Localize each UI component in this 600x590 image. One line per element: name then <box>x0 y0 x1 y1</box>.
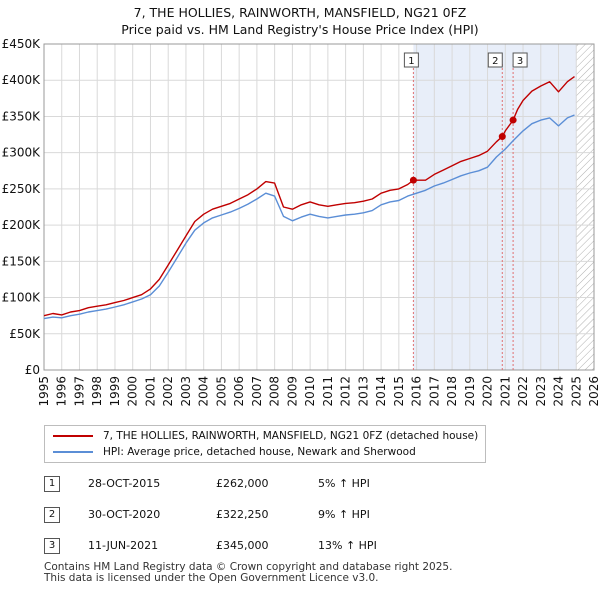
x-tick-label: 2018 <box>445 376 459 407</box>
transaction-price: £345,000 <box>216 539 269 552</box>
x-tick-label: 1999 <box>108 376 122 407</box>
y-tick-label: £200K <box>2 218 42 232</box>
sale-point <box>409 176 417 184</box>
ownership-shade <box>413 44 577 370</box>
y-tick-label: £350K <box>2 109 42 123</box>
sale-label-box <box>487 52 503 68</box>
legend-label-property: 7, THE HOLLIES, RAINWORTH, MANSFIELD, NG… <box>103 430 479 442</box>
footer-attribution: Contains HM Land Registry data © Crown c… <box>44 562 452 584</box>
x-tick-label: 2022 <box>516 376 530 407</box>
x-tick-label: 2001 <box>143 376 157 407</box>
y-tick-label: £0 <box>25 363 40 377</box>
x-tick-label: 2008 <box>268 376 282 407</box>
sale-point <box>509 116 517 124</box>
transaction-date: 30-OCT-2020 <box>88 508 161 521</box>
transaction-row: 3 11-JUN-2021 £345,000 13% ↑ HPI <box>44 538 464 554</box>
transaction-number-badge: 2 <box>44 507 60 523</box>
y-tick-label: £100K <box>2 291 42 305</box>
future-hatch <box>576 44 594 370</box>
legend: 7, THE HOLLIES, RAINWORTH, MANSFIELD, NG… <box>44 425 486 463</box>
x-tick-label: 2015 <box>392 376 406 407</box>
x-tick-label: 2017 <box>427 376 441 407</box>
x-tick-label: 2020 <box>481 376 495 407</box>
sale-point <box>498 133 506 141</box>
y-tick-label: £450K <box>2 37 42 51</box>
y-tick-label: £300K <box>2 146 42 160</box>
legend-item-hpi: HPI: Average price, detached house, Newa… <box>53 444 416 460</box>
x-tick-label: 2023 <box>534 376 548 407</box>
transaction-number-badge: 1 <box>44 476 60 492</box>
x-tick-label: 2009 <box>285 376 299 407</box>
transaction-price: £262,000 <box>216 477 269 490</box>
legend-swatch-hpi <box>53 451 93 453</box>
transaction-number-badge: 3 <box>44 538 60 554</box>
transaction-hpi-change: 5% ↑ HPI <box>318 477 370 490</box>
x-tick-label: 1995 <box>37 376 51 407</box>
transaction-hpi-change: 9% ↑ HPI <box>318 508 370 521</box>
x-tick-label: 2010 <box>303 376 317 407</box>
legend-swatch-property <box>53 435 93 437</box>
x-tick-label: 2014 <box>374 376 388 407</box>
transaction-row: 1 28-OCT-2015 £262,000 5% ↑ HPI <box>44 476 464 492</box>
x-tick-label: 2005 <box>214 376 228 407</box>
transaction-price: £322,250 <box>216 508 269 521</box>
x-tick-label: 1996 <box>55 376 69 407</box>
sale-label: 2 <box>492 56 498 67</box>
title-subtitle: Price paid vs. HM Land Registry's House … <box>121 22 479 37</box>
footer-copyright: Contains HM Land Registry data © Crown c… <box>44 561 453 573</box>
x-tick-label: 2012 <box>339 376 353 407</box>
x-tick-label: 2024 <box>552 376 566 407</box>
transaction-hpi-change: 13% ↑ HPI <box>318 539 377 552</box>
transaction-date: 11-JUN-2021 <box>88 539 159 552</box>
legend-label-hpi: HPI: Average price, detached house, Newa… <box>103 446 416 458</box>
hpi-line <box>43 114 575 320</box>
x-tick-label: 2026 <box>587 376 600 407</box>
x-tick-label: 2003 <box>179 376 193 407</box>
x-tick-label: 2011 <box>321 376 335 407</box>
chart-title: 7, THE HOLLIES, RAINWORTH, MANSFIELD, NG… <box>0 4 600 38</box>
transaction-row: 2 30-OCT-2020 £322,250 9% ↑ HPI <box>44 507 464 523</box>
x-tick-label: 2007 <box>250 376 264 407</box>
y-tick-label: £250K <box>2 182 42 196</box>
sale-label: 3 <box>517 56 523 67</box>
x-tick-label: 2004 <box>197 376 211 407</box>
x-tick-label: 1998 <box>90 376 104 407</box>
footer-licence: This data is licensed under the Open Gov… <box>44 572 379 584</box>
plot-frame <box>43 43 595 371</box>
x-tick-label: 1997 <box>72 376 86 407</box>
x-tick-label: 2002 <box>161 376 175 407</box>
x-tick-label: 2013 <box>356 376 370 407</box>
sale-label-box <box>512 52 528 68</box>
legend-item-property: 7, THE HOLLIES, RAINWORTH, MANSFIELD, NG… <box>53 428 478 444</box>
y-tick-label: £150K <box>2 254 42 268</box>
sale-label: 1 <box>408 56 414 67</box>
y-tick-label: £400K <box>2 73 42 87</box>
x-tick-label: 2019 <box>463 376 477 407</box>
transaction-date: 28-OCT-2015 <box>88 477 161 490</box>
price-chart: £0 £50K £100K £150K £200K £250K £300K £350K £400… <box>2 37 600 407</box>
x-tick-label: 2000 <box>126 376 140 407</box>
x-tick-label: 2016 <box>410 376 424 407</box>
x-tick-label: 2021 <box>498 376 512 407</box>
sale-label-box <box>403 52 419 68</box>
title-address: 7, THE HOLLIES, RAINWORTH, MANSFIELD, NG… <box>133 5 467 20</box>
y-tick-label: £50K <box>9 327 41 341</box>
x-tick-label: 2025 <box>569 376 583 407</box>
x-tick-label: 2006 <box>232 376 246 407</box>
